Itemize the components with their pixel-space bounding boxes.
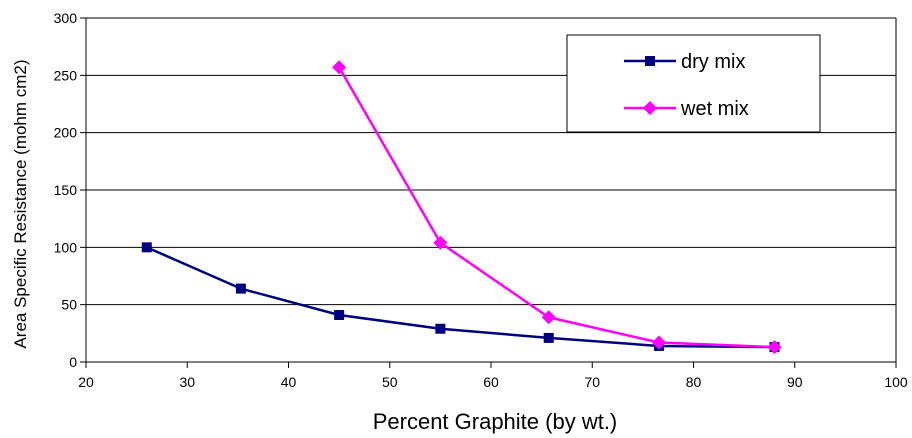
x-tick-label: 30 (179, 374, 195, 390)
y-tick-label: 100 (54, 239, 78, 255)
legend-label: dry mix (681, 51, 745, 73)
legend-label: wet mix (680, 98, 749, 120)
x-tick-label: 80 (686, 374, 702, 390)
x-tick-label: 100 (884, 374, 908, 390)
data-point (235, 283, 246, 294)
series-layer (141, 60, 782, 355)
y-tick-label: 250 (54, 67, 78, 83)
legend-item: dry mix (624, 51, 745, 73)
legend-box (566, 34, 821, 133)
series-line (146, 246, 775, 349)
x-tick-labels: 20 30 40 50 60 70 80 90 100 (78, 374, 908, 390)
x-tick-label: 90 (787, 374, 803, 390)
data-point (433, 235, 448, 250)
series-wet-mix (332, 60, 782, 355)
legend-items: dry mix wet mix (624, 51, 749, 120)
y-axis-title: Area Specific Resistance (mohm cm2) (11, 59, 30, 348)
legend-swatch-marker (643, 101, 657, 115)
y-tick-label: 200 (54, 125, 78, 141)
y-tick-label: 0 (69, 354, 77, 370)
y-tick-label: 300 (54, 10, 78, 26)
data-point (334, 309, 345, 320)
axes (80, 17, 897, 368)
data-point (435, 323, 446, 334)
y-tick-label: 150 (54, 182, 78, 198)
legend-swatch-marker (645, 56, 655, 66)
data-point (543, 332, 554, 343)
y-tick-labels: 0 50 100 150 200 250 300 (54, 10, 78, 370)
y-tick-label: 50 (61, 297, 77, 313)
x-tick-label: 40 (281, 374, 297, 390)
data-point (332, 60, 347, 75)
legend: dry mix wet mix (566, 34, 821, 133)
data-point (141, 242, 152, 253)
series-dry-mix (141, 242, 780, 353)
legend-item: wet mix (624, 98, 749, 120)
x-axis-title: Percent Graphite (by wt.) (373, 409, 618, 434)
data-point (767, 340, 782, 355)
data-point (541, 310, 556, 325)
x-tick-label: 60 (483, 374, 499, 390)
x-tick-label: 70 (584, 374, 600, 390)
data-point (652, 335, 667, 350)
gridlines (86, 17, 896, 306)
x-tick-label: 50 (382, 374, 398, 390)
x-tick-label: 20 (78, 374, 94, 390)
